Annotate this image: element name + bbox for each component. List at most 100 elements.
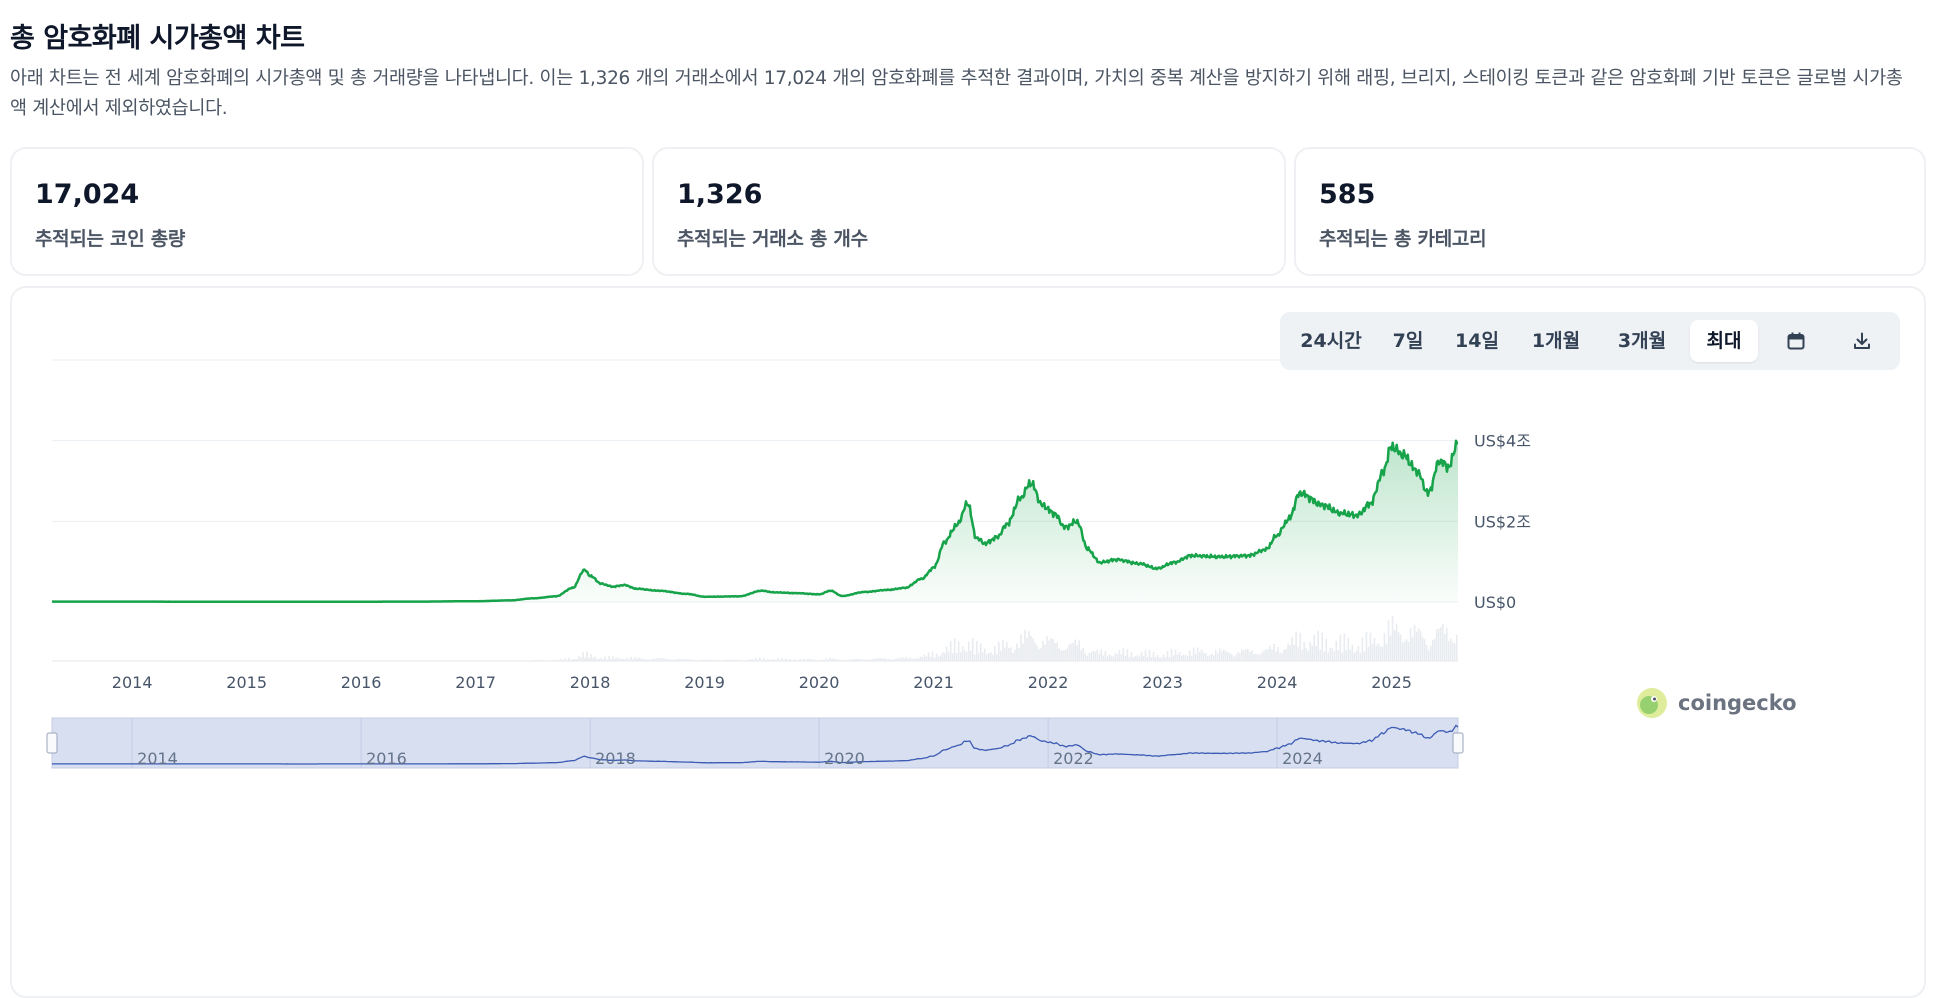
volume-bar: [1026, 637, 1028, 661]
volume-bar: [1335, 640, 1338, 661]
volume-bar: [1138, 656, 1141, 661]
volume-bar: [632, 658, 635, 661]
stat-card-coins: 17,024 추적되는 코인 총량: [10, 147, 644, 276]
volume-bar: [536, 660, 538, 661]
volume-bar: [1062, 650, 1064, 661]
volume-bar: [628, 659, 631, 661]
volume-bar: [604, 656, 606, 661]
volume-bar: [1345, 650, 1348, 661]
volume-bar: [1297, 646, 1299, 661]
volume-bar: [712, 660, 715, 661]
volume-bar: [1150, 657, 1153, 661]
volume-bar: [598, 658, 600, 661]
market-cap-line[interactable]: [51, 439, 1459, 604]
volume-bar: [644, 659, 647, 661]
volume-bar: [1042, 640, 1044, 661]
time-navigator[interactable]: 2014 2016 2018 2020 2022 2024: [46, 717, 1464, 769]
volume-bar: [815, 659, 817, 661]
volume-bar: [1022, 643, 1024, 661]
volume-bar: [678, 658, 681, 661]
volume-bar: [1393, 630, 1396, 661]
range-3m-button[interactable]: 3개월: [1617, 330, 1667, 352]
volume-bar: [1285, 648, 1287, 661]
volume-bar: [1140, 652, 1143, 661]
volume-bar: [1080, 649, 1082, 661]
range-1m-button[interactable]: 1개월: [1531, 330, 1581, 352]
volume-bar: [809, 659, 811, 661]
volume-bar: [1351, 644, 1354, 661]
volume-bar: [1375, 645, 1378, 661]
volume-bar: [1144, 649, 1147, 661]
volume-bar: [1092, 650, 1095, 661]
volume-bar: [1303, 641, 1305, 661]
volume-bar: [1172, 655, 1175, 661]
volume-bar: [662, 658, 665, 661]
volume-bar: [1014, 649, 1016, 661]
volume-bar: [1245, 649, 1247, 661]
volume-bar: [819, 660, 821, 661]
volume-bar: [1401, 642, 1404, 661]
volume-bar: [660, 658, 663, 661]
volume-bar: [674, 659, 677, 661]
navigator-left-handle[interactable]: [46, 732, 58, 754]
navigator-tick-label: 2024: [1282, 749, 1323, 768]
volume-bar: [1431, 640, 1434, 661]
volume-bar: [740, 659, 743, 661]
volume-bar: [787, 659, 789, 661]
x-tick-label: 2018: [570, 673, 611, 692]
range-24h-button[interactable]: 24시간: [1300, 330, 1362, 352]
volume-bar: [1425, 644, 1428, 661]
range-14d-button[interactable]: 14일: [1455, 330, 1499, 352]
volume-bar: [853, 659, 856, 661]
volume-bar: [1180, 655, 1183, 661]
volume-bar: [1160, 657, 1163, 661]
volume-bar: [1299, 632, 1301, 661]
volume-bar: [1212, 655, 1215, 661]
volume-bar: [1357, 645, 1360, 661]
volume-bar: [538, 659, 540, 661]
volume-bar: [917, 658, 920, 661]
volume-bar: [781, 658, 783, 661]
volume-bar: [1395, 623, 1398, 661]
range-7d-button[interactable]: 7일: [1392, 330, 1424, 352]
range-max-button[interactable]: 최대: [1690, 320, 1758, 362]
volume-bar: [738, 660, 741, 661]
volume-bar: [1086, 655, 1089, 661]
volume-bar: [901, 657, 904, 661]
volume-bar: [1018, 648, 1020, 661]
volume-bar: [979, 643, 982, 661]
volume-bar: [706, 659, 709, 661]
volume-bar: [857, 658, 860, 661]
volume-bar: [750, 658, 753, 661]
volume-bar: [696, 660, 699, 661]
navigator-selection[interactable]: [51, 717, 1459, 769]
volume-bar: [596, 659, 598, 661]
volume-bar: [793, 659, 795, 661]
volume-bar: [1409, 628, 1412, 661]
volume-bar: [1373, 637, 1376, 661]
x-tick-label: 2024: [1257, 673, 1298, 692]
volume-bar: [658, 658, 661, 661]
volume-bar: [919, 656, 922, 661]
volume-bar: [757, 659, 759, 661]
volume-bar: [730, 659, 733, 661]
navigator-right-handle[interactable]: [1452, 732, 1464, 754]
volume-bar: [1036, 645, 1038, 661]
volume-bar: [975, 640, 978, 661]
volume-bar: [1369, 632, 1372, 661]
volume-bar: [803, 658, 805, 661]
download-button[interactable]: [1832, 320, 1892, 362]
volume-bar: [734, 660, 737, 661]
volume-bar: [927, 652, 930, 661]
volume-bar: [1178, 652, 1181, 661]
volume-bar: [771, 660, 773, 661]
volume-bar: [789, 659, 791, 661]
volume-bar: [935, 653, 938, 661]
calendar-button[interactable]: [1766, 320, 1826, 362]
volume-bar: [1102, 655, 1105, 661]
volume-bar: [1447, 641, 1450, 661]
volume-bar: [1100, 649, 1103, 661]
volume-bar: [1301, 649, 1303, 661]
volume-bar: [566, 659, 568, 661]
